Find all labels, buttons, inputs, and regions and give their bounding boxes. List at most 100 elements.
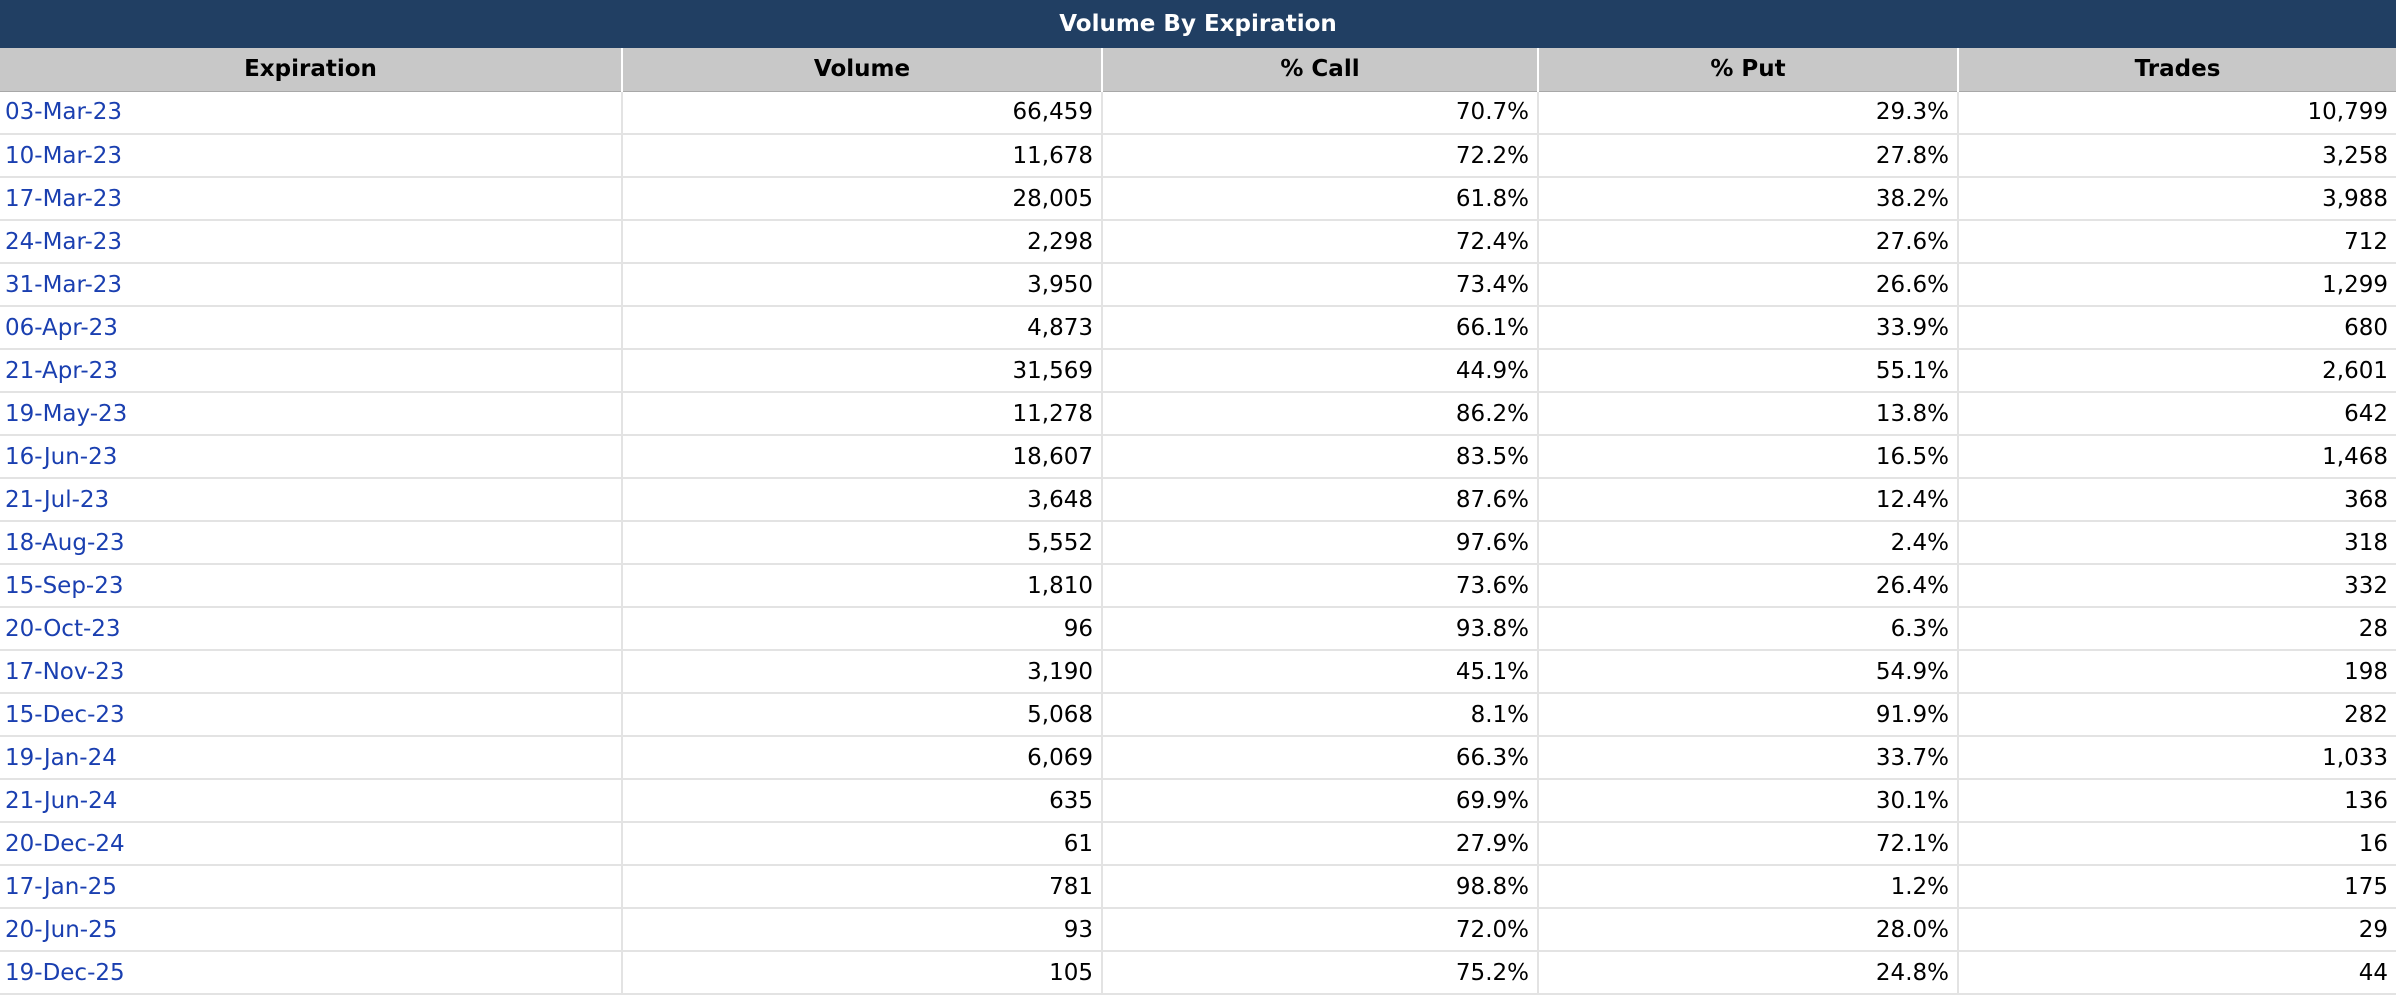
expiration-cell: 31-Mar-23 <box>0 263 623 307</box>
pct-call-cell: 45.1% <box>1102 650 1539 694</box>
table-row: 15-Sep-23 1,810 73.6% 26.4% 332 <box>0 564 2396 608</box>
expiration-link[interactable]: 24-Mar-23 <box>5 228 123 255</box>
expiration-cell: 15-Sep-23 <box>0 564 623 608</box>
pct-call-cell: 73.6% <box>1102 564 1539 608</box>
pct-call-cell: 87.6% <box>1102 478 1539 522</box>
volume-cell: 61 <box>622 822 1103 866</box>
volume-cell: 11,278 <box>622 392 1103 436</box>
pct-put-cell: 16.5% <box>1538 435 1959 479</box>
trades-cell: 642 <box>1958 392 2396 436</box>
expiration-link[interactable]: 18-Aug-23 <box>5 529 125 556</box>
trades-cell: 3,988 <box>1958 177 2396 221</box>
table-row: 03-Mar-23 66,459 70.7% 29.3% 10,799 <box>0 91 2396 135</box>
trades-cell: 680 <box>1958 306 2396 350</box>
expiration-cell: 19-Dec-25 <box>0 951 623 995</box>
pct-put-cell: 26.6% <box>1538 263 1959 307</box>
volume-cell: 5,552 <box>622 521 1103 565</box>
pct-put-cell: 28.0% <box>1538 908 1959 952</box>
expiration-cell: 10-Mar-23 <box>0 134 623 178</box>
expiration-link[interactable]: 20-Oct-23 <box>5 615 121 642</box>
pct-call-cell: 83.5% <box>1102 435 1539 479</box>
pct-call-cell: 73.4% <box>1102 263 1539 307</box>
expiration-link[interactable]: 21-Jun-24 <box>5 787 118 814</box>
expiration-link[interactable]: 20-Jun-25 <box>5 916 118 943</box>
trades-cell: 136 <box>1958 779 2396 823</box>
table-body: 03-Mar-23 66,459 70.7% 29.3% 10,799 10-Mar-23… <box>0 91 2396 995</box>
pct-put-cell: 6.3% <box>1538 607 1959 651</box>
trades-cell: 1,299 <box>1958 263 2396 307</box>
pct-call-cell: 86.2% <box>1102 392 1539 436</box>
expiration-cell: 17-Mar-23 <box>0 177 623 221</box>
expiration-link[interactable]: 19-Dec-25 <box>5 959 125 986</box>
table-row: 21-Jul-23 3,648 87.6% 12.4% 368 <box>0 478 2396 522</box>
expiration-cell: 06-Apr-23 <box>0 306 623 350</box>
pct-put-cell: 27.8% <box>1538 134 1959 178</box>
table-row: 15-Dec-23 5,068 8.1% 91.9% 282 <box>0 693 2396 737</box>
expiration-link[interactable]: 31-Mar-23 <box>5 271 123 298</box>
expiration-link[interactable]: 03-Mar-23 <box>5 99 123 126</box>
table-row: 17-Mar-23 28,005 61.8% 38.2% 3,988 <box>0 177 2396 221</box>
expiration-link[interactable]: 10-Mar-23 <box>5 142 123 169</box>
trades-cell: 332 <box>1958 564 2396 608</box>
table-row: 06-Apr-23 4,873 66.1% 33.9% 680 <box>0 306 2396 350</box>
trades-cell: 3,258 <box>1958 134 2396 178</box>
expiration-link[interactable]: 16-Jun-23 <box>5 443 118 470</box>
pct-put-cell: 12.4% <box>1538 478 1959 522</box>
expiration-cell: 21-Apr-23 <box>0 349 623 393</box>
pct-call-cell: 98.8% <box>1102 865 1539 909</box>
column-header-trades: Trades <box>1958 48 2396 92</box>
trades-cell: 29 <box>1958 908 2396 952</box>
table-row: 20-Jun-25 93 72.0% 28.0% 29 <box>0 908 2396 952</box>
volume-cell: 3,190 <box>622 650 1103 694</box>
column-header-pct-call: % Call <box>1102 48 1539 92</box>
volume-cell: 28,005 <box>622 177 1103 221</box>
volume-cell: 11,678 <box>622 134 1103 178</box>
pct-put-cell: 33.9% <box>1538 306 1959 350</box>
expiration-link[interactable]: 17-Mar-23 <box>5 185 123 212</box>
expiration-link[interactable]: 19-Jan-24 <box>5 744 117 771</box>
table-row: 19-Jan-24 6,069 66.3% 33.7% 1,033 <box>0 736 2396 780</box>
volume-cell: 1,810 <box>622 564 1103 608</box>
expiration-cell: 20-Dec-24 <box>0 822 623 866</box>
trades-cell: 44 <box>1958 951 2396 995</box>
expiration-link[interactable]: 20-Dec-24 <box>5 830 125 857</box>
pct-put-cell: 54.9% <box>1538 650 1959 694</box>
table-row: 10-Mar-23 11,678 72.2% 27.8% 3,258 <box>0 134 2396 178</box>
volume-cell: 96 <box>622 607 1103 651</box>
expiration-link[interactable]: 15-Dec-23 <box>5 701 125 728</box>
table-row: 21-Jun-24 635 69.9% 30.1% 136 <box>0 779 2396 823</box>
volume-cell: 105 <box>622 951 1103 995</box>
expiration-link[interactable]: 06-Apr-23 <box>5 314 118 341</box>
expiration-link[interactable]: 17-Nov-23 <box>5 658 125 685</box>
expiration-link[interactable]: 21-Jul-23 <box>5 486 110 513</box>
pct-call-cell: 27.9% <box>1102 822 1539 866</box>
trades-cell: 175 <box>1958 865 2396 909</box>
volume-cell: 6,069 <box>622 736 1103 780</box>
pct-put-cell: 13.8% <box>1538 392 1959 436</box>
pct-call-cell: 75.2% <box>1102 951 1539 995</box>
expiration-link[interactable]: 17-Jan-25 <box>5 873 117 900</box>
pct-call-cell: 8.1% <box>1102 693 1539 737</box>
trades-cell: 2,601 <box>1958 349 2396 393</box>
trades-cell: 28 <box>1958 607 2396 651</box>
table-row: 17-Nov-23 3,190 45.1% 54.9% 198 <box>0 650 2396 694</box>
trades-cell: 1,033 <box>1958 736 2396 780</box>
pct-call-cell: 66.3% <box>1102 736 1539 780</box>
volume-cell: 4,873 <box>622 306 1103 350</box>
table-title: Volume By Expiration <box>0 0 2396 48</box>
volume-cell: 3,648 <box>622 478 1103 522</box>
pct-put-cell: 91.9% <box>1538 693 1959 737</box>
expiration-link[interactable]: 19-May-23 <box>5 400 128 427</box>
table-row: 31-Mar-23 3,950 73.4% 26.6% 1,299 <box>0 263 2396 307</box>
expiration-cell: 16-Jun-23 <box>0 435 623 479</box>
expiration-link[interactable]: 21-Apr-23 <box>5 357 118 384</box>
volume-cell: 2,298 <box>622 220 1103 264</box>
pct-call-cell: 66.1% <box>1102 306 1539 350</box>
trades-cell: 198 <box>1958 650 2396 694</box>
volume-cell: 5,068 <box>622 693 1103 737</box>
pct-put-cell: 33.7% <box>1538 736 1959 780</box>
pct-put-cell: 27.6% <box>1538 220 1959 264</box>
expiration-cell: 21-Jun-24 <box>0 779 623 823</box>
expiration-cell: 03-Mar-23 <box>0 91 623 135</box>
expiration-link[interactable]: 15-Sep-23 <box>5 572 124 599</box>
